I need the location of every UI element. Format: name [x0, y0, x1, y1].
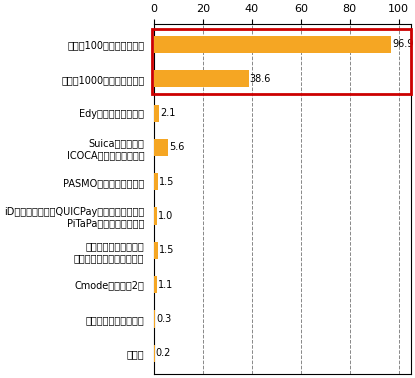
Text: 96.9: 96.9	[392, 39, 414, 50]
Text: 1.1: 1.1	[158, 280, 173, 290]
Bar	[154, 70, 249, 87]
Bar	[154, 310, 155, 327]
Bar	[154, 276, 157, 293]
Text: 0.3: 0.3	[156, 314, 171, 324]
Text: 1.0: 1.0	[158, 211, 173, 221]
Text: 2.1: 2.1	[161, 108, 176, 118]
Text: 1.5: 1.5	[159, 245, 174, 255]
Text: 38.6: 38.6	[250, 74, 271, 84]
Bar	[154, 36, 391, 53]
Text: 0.2: 0.2	[156, 348, 171, 358]
Bar	[154, 345, 155, 362]
Bar	[154, 139, 168, 156]
Bar	[154, 173, 158, 190]
Bar	[154, 104, 159, 122]
Text: 5.6: 5.6	[169, 143, 184, 152]
Bar	[154, 208, 156, 225]
Bar	[154, 242, 158, 259]
Text: 1.5: 1.5	[159, 177, 174, 187]
